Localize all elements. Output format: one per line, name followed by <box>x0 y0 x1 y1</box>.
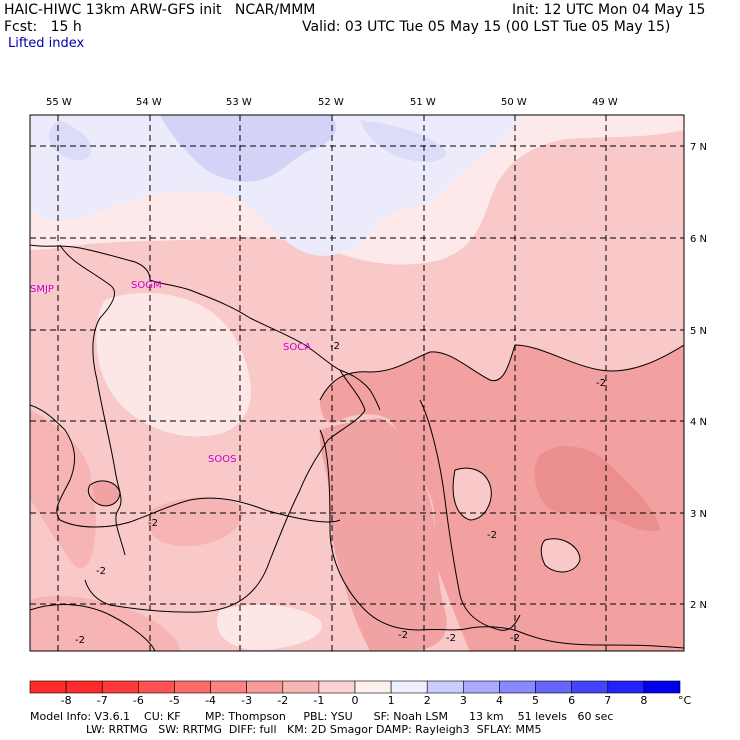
colorbar-tick-label: -4 <box>205 694 216 707</box>
lon-label: 50 W <box>501 97 527 108</box>
colorbar-tick-label: 4 <box>496 694 503 707</box>
valid-time: Valid: 03 UTC Tue 05 May 15 (00 LST Tue … <box>302 19 671 35</box>
colorbar-tick-label: 6 <box>568 694 575 707</box>
contour-label: -2 <box>330 341 340 352</box>
colorbar-swatch <box>499 680 536 694</box>
colorbar-swatch <box>174 680 211 694</box>
colorbar-swatch <box>210 680 247 694</box>
contour-minus2-patch <box>540 538 581 573</box>
contour-labels: -2 -2 -2 -2 -2 -2 -2 -2 -2 <box>75 341 606 646</box>
colorbar-swatch <box>607 680 645 694</box>
lat-label: 5 N <box>690 326 707 337</box>
colorbar-tick-label: -5 <box>169 694 180 707</box>
field-name: Lifted index <box>8 36 85 51</box>
forecast-hour: Fcst: 15 h <box>4 19 82 35</box>
colorbar-tick-label: 8 <box>640 694 647 707</box>
lon-label: 49 W <box>592 97 618 108</box>
station-label: SOGM <box>131 280 162 291</box>
colorbar-tick-label: 5 <box>532 694 539 707</box>
colorbar-swatch <box>246 680 284 694</box>
latitude-labels: 7 N 6 N 5 N 4 N 3 N 2 N <box>690 142 707 611</box>
contour-minus2-inner <box>452 467 492 521</box>
contour-label: -2 <box>96 566 106 577</box>
contour-label: -2 <box>75 635 85 646</box>
colorbar-tick-label: 2 <box>424 694 431 707</box>
colorbar-swatch <box>138 680 175 694</box>
lat-label: 7 N <box>690 142 707 153</box>
colorbar-tick-label: 7 <box>604 694 611 707</box>
contour-label: -2 <box>148 518 158 529</box>
colorbar-swatch <box>354 680 392 694</box>
colorbar-swatch <box>535 680 572 694</box>
border-guyana-suriname <box>59 244 126 556</box>
contour-minus2-patch2 <box>87 480 121 507</box>
colorbar-swatch <box>318 680 356 694</box>
lat-label: 2 N <box>690 600 707 611</box>
colorbar-tick-label: -7 <box>97 694 108 707</box>
colorbar-swatch <box>643 680 681 694</box>
lon-label: 53 W <box>226 97 252 108</box>
colorbar-tick-label: -6 <box>133 694 144 707</box>
lat-label: 3 N <box>690 509 707 520</box>
lon-label: 51 W <box>410 97 436 108</box>
border-suriname-guiana <box>84 369 366 613</box>
colorbar: -8 -7 -6 -5 -4 -3 -2 -1 0 1 2 3 4 5 6 7 8 °C <box>29 680 692 707</box>
station-label: SMJP <box>30 284 54 295</box>
contour-label: -2 <box>398 630 408 641</box>
colorbar-swatch <box>571 680 609 694</box>
field-shading <box>30 115 684 651</box>
colorbar-tick-label: 0 <box>352 694 359 707</box>
colorbar-tick-label: 3 <box>460 694 467 707</box>
boundaries <box>30 244 684 651</box>
contour-label: -2 <box>487 530 497 541</box>
init-time: Init: 12 UTC Mon 04 May 15 <box>512 2 706 18</box>
longitude-labels: 55 W 54 W 53 W 52 W 51 W 50 W 49 W <box>46 97 618 108</box>
colorbar-swatch <box>101 680 139 694</box>
model-info-line2: LW: RRTMG SW: RRTMG DIFF: full KM: 2D Sm… <box>30 723 542 736</box>
contour-minus2-east <box>319 344 684 401</box>
lat-label: 6 N <box>690 234 707 245</box>
colorbar-unit: °C <box>678 694 692 707</box>
coastline <box>30 244 381 411</box>
station-label: SOOS <box>208 454 236 465</box>
contour-label: -2 <box>596 378 606 389</box>
colorbar-swatch <box>65 680 103 694</box>
colorbar-swatch <box>426 680 464 694</box>
model-title: HAIC-HIWC 13km ARW-GFS init NCAR/MMM <box>4 2 316 18</box>
contour-minus2-west <box>30 404 341 528</box>
lon-label: 55 W <box>46 97 72 108</box>
contour-minus2-south <box>319 429 684 649</box>
lat-label: 4 N <box>690 417 707 428</box>
colorbar-tick-label: -2 <box>277 694 288 707</box>
colorbar-swatch <box>282 680 320 694</box>
colorbar-swatch <box>29 680 67 694</box>
station-labels: SMJP SOGM SOCA SOOS <box>30 280 311 465</box>
lat-lon-grid <box>30 115 684 651</box>
colorbar-tick-label: -8 <box>61 694 72 707</box>
model-info-line1: Model Info: V3.6.1 CU: KF MP: Thompson P… <box>30 710 614 723</box>
colorbar-tick-label: -3 <box>241 694 252 707</box>
contour-label: -2 <box>446 633 456 644</box>
map-frame <box>29 114 685 652</box>
contour-label: -2 <box>510 633 520 644</box>
colorbar-swatch <box>463 680 500 694</box>
colorbar-tick-label: 1 <box>388 694 395 707</box>
colorbar-tick-label: -1 <box>313 694 324 707</box>
lon-label: 54 W <box>136 97 162 108</box>
border-guiana-brazil <box>419 399 521 631</box>
station-label: SOCA <box>283 342 311 353</box>
contour-minus2-lower-west <box>30 604 156 651</box>
colorbar-swatch <box>390 680 428 694</box>
lon-label: 52 W <box>318 97 344 108</box>
